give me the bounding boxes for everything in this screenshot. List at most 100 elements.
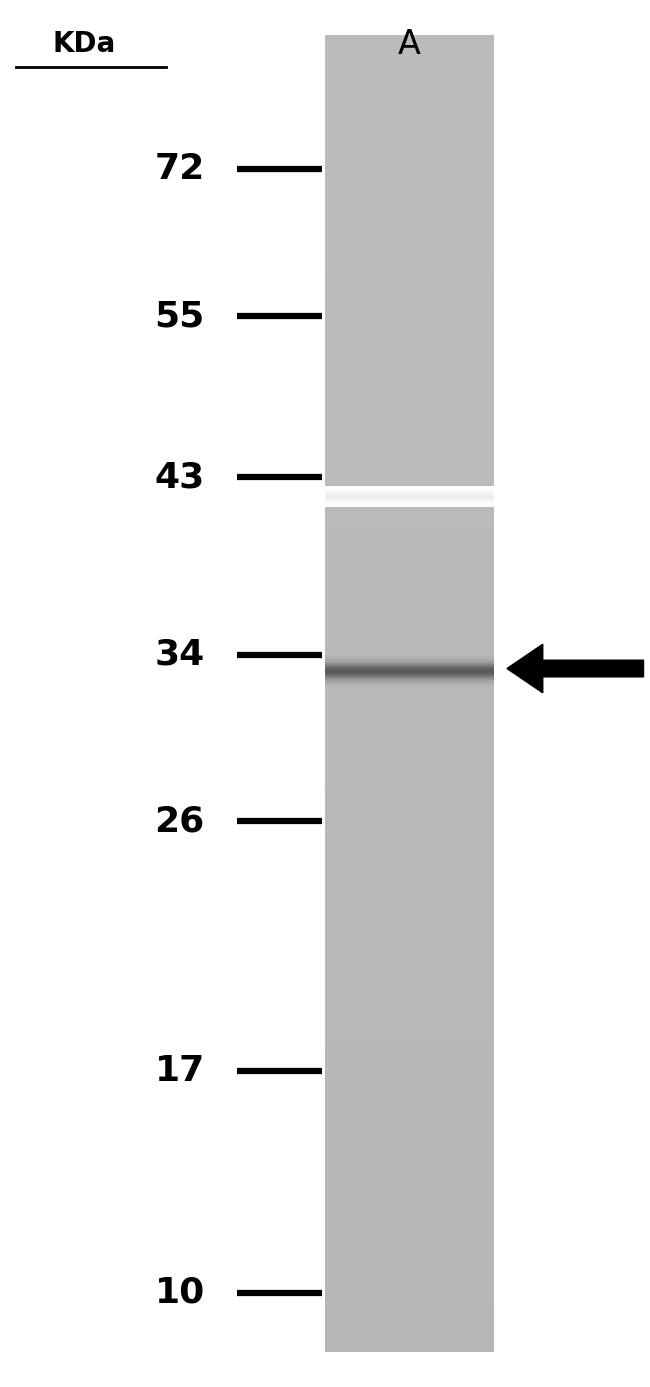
Bar (325, 395, 494, 399)
Bar (325, 337, 494, 343)
Bar (325, 351, 494, 355)
Bar (325, 237, 494, 241)
Bar (325, 544, 494, 549)
Bar (325, 65, 494, 69)
Bar (325, 1322, 494, 1326)
Bar (325, 96, 494, 101)
Text: 43: 43 (155, 460, 205, 494)
Bar (325, 1111, 494, 1115)
Bar (325, 843, 494, 847)
Bar (325, 1097, 494, 1101)
Bar (325, 922, 494, 927)
Bar (325, 1164, 494, 1168)
Bar (325, 513, 494, 517)
Bar (325, 904, 494, 908)
Bar (325, 232, 494, 237)
Bar (325, 1137, 494, 1142)
Bar (325, 945, 494, 949)
Bar (325, 817, 494, 821)
Bar (325, 438, 494, 444)
Bar (325, 1089, 494, 1093)
Bar (325, 497, 494, 501)
Bar (325, 716, 494, 720)
Bar (325, 1014, 494, 1018)
Bar (325, 227, 494, 233)
Bar (325, 1212, 494, 1216)
Bar (325, 179, 494, 184)
Bar (325, 404, 494, 408)
Bar (325, 540, 494, 544)
Bar (325, 101, 494, 105)
Bar (325, 1340, 494, 1344)
Bar (325, 456, 494, 460)
Bar (325, 1080, 494, 1085)
Bar (325, 649, 494, 655)
Bar (325, 509, 494, 513)
Bar (325, 69, 494, 75)
Bar (325, 913, 494, 918)
Text: 34: 34 (155, 638, 205, 671)
Bar (325, 92, 494, 96)
Bar (325, 655, 494, 659)
Bar (325, 799, 494, 803)
Text: 10: 10 (155, 1276, 205, 1309)
Bar (325, 333, 494, 338)
Bar (325, 325, 494, 329)
Bar (325, 189, 494, 193)
Bar (325, 1259, 494, 1265)
Bar (325, 1330, 494, 1334)
Bar (325, 1334, 494, 1340)
Bar (325, 144, 494, 148)
Bar (325, 645, 494, 649)
Bar (325, 483, 494, 487)
Bar (325, 1036, 494, 1040)
Bar (325, 663, 494, 667)
Bar (325, 1062, 494, 1067)
Bar (325, 971, 494, 975)
Bar (325, 140, 494, 144)
Bar (325, 245, 494, 250)
Bar (325, 434, 494, 438)
Bar (325, 773, 494, 777)
Bar (325, 320, 494, 325)
Bar (325, 698, 494, 702)
Bar (325, 1129, 494, 1133)
Bar (325, 768, 494, 773)
Bar (325, 1295, 494, 1300)
Bar (325, 614, 494, 619)
Bar (325, 870, 494, 874)
Bar (325, 1028, 494, 1032)
Bar (325, 746, 494, 750)
Bar (325, 1318, 494, 1322)
Bar (325, 694, 494, 698)
Bar (325, 531, 494, 535)
Bar (325, 1251, 494, 1255)
Bar (325, 355, 494, 359)
Bar (325, 1291, 494, 1295)
Bar (325, 807, 494, 813)
Bar (325, 702, 494, 707)
Bar (325, 983, 494, 988)
Bar (325, 1054, 494, 1058)
Text: 26: 26 (155, 804, 205, 838)
Bar (325, 381, 494, 386)
Bar (325, 949, 494, 953)
Bar (325, 1255, 494, 1259)
Bar (325, 79, 494, 83)
Bar (325, 250, 494, 254)
Bar (325, 1180, 494, 1186)
Bar (325, 517, 494, 523)
Bar (325, 522, 494, 527)
Bar (325, 592, 494, 596)
Bar (325, 136, 494, 140)
Bar (325, 1234, 494, 1239)
Bar (325, 329, 494, 333)
Text: A: A (398, 28, 421, 61)
Bar (325, 852, 494, 856)
Bar (325, 975, 494, 979)
Bar (325, 1247, 494, 1251)
Bar (325, 760, 494, 764)
Bar (325, 724, 494, 728)
Bar (325, 750, 494, 755)
Bar (325, 671, 494, 675)
